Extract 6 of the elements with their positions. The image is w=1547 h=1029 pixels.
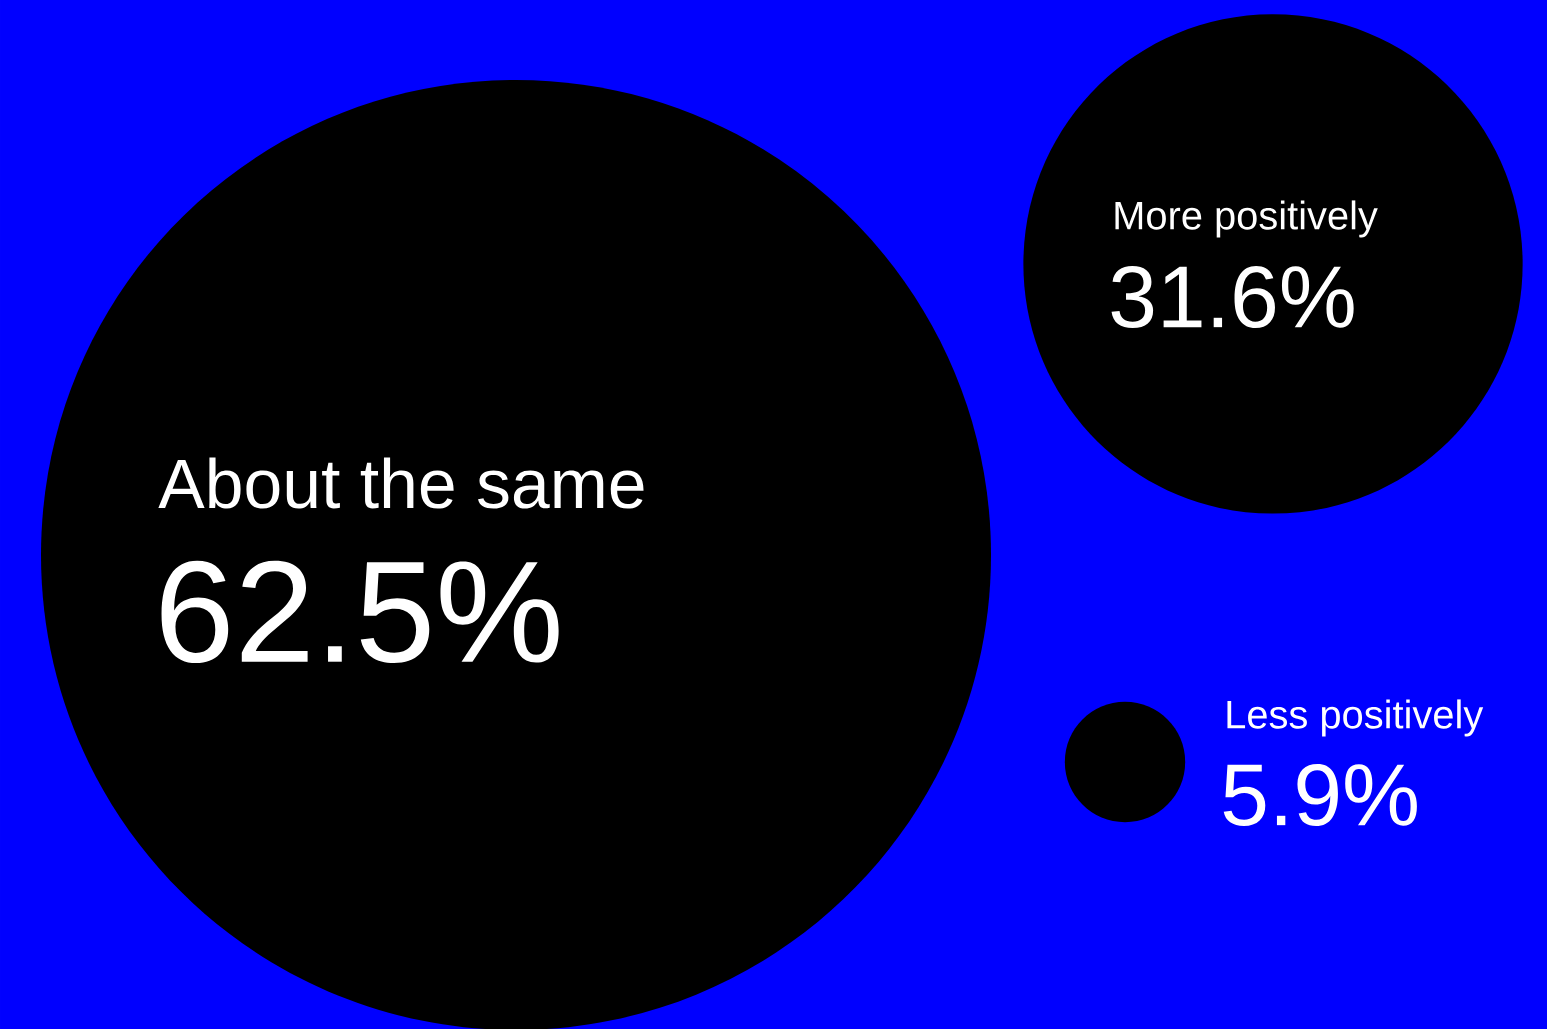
category-label: Less positively [1227, 699, 1484, 737]
data-label: 62.5% [161, 560, 559, 664]
data-label: 5.9% [1223, 763, 1417, 827]
category-label: About the same [158, 457, 644, 509]
data-label: 31.6% [1111, 265, 1354, 329]
category-label: More positively [1115, 200, 1378, 238]
